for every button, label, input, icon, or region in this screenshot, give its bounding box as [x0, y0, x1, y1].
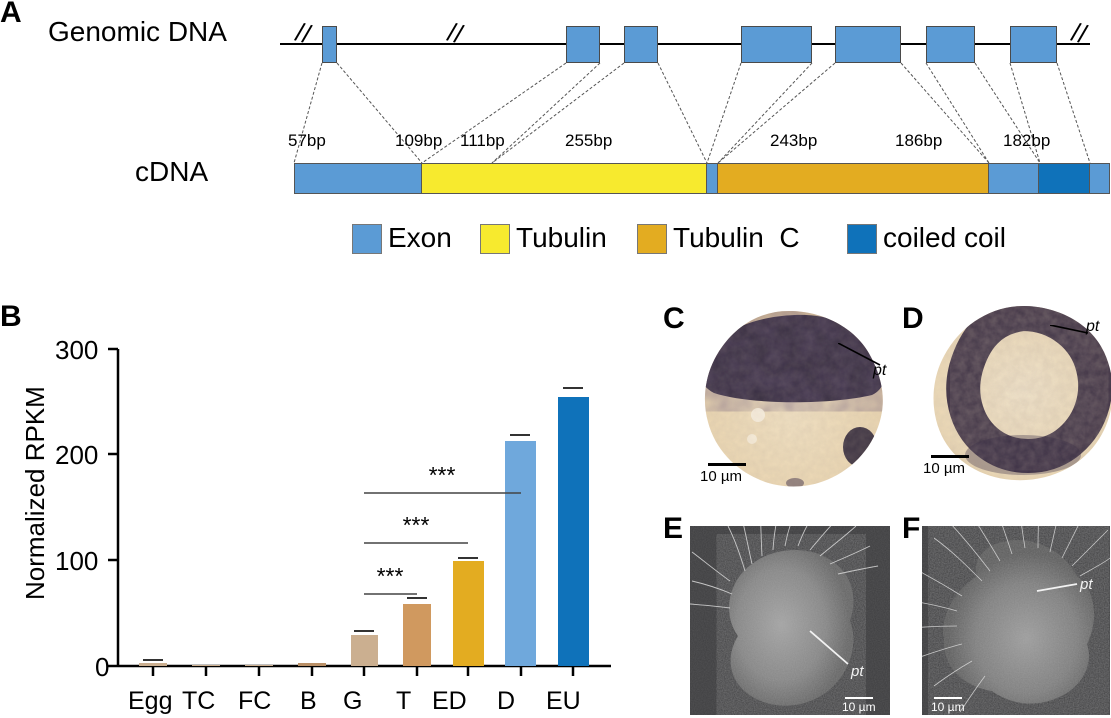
svg-text:10 µm: 10 µm: [842, 700, 876, 714]
svg-text:pt: pt: [850, 663, 864, 680]
svg-text:***: ***: [403, 512, 430, 538]
svg-text:***: ***: [377, 563, 404, 589]
svg-text:pt: pt: [1079, 576, 1093, 593]
svg-text:10 µm: 10 µm: [931, 700, 965, 714]
svg-text:***: ***: [429, 462, 456, 488]
